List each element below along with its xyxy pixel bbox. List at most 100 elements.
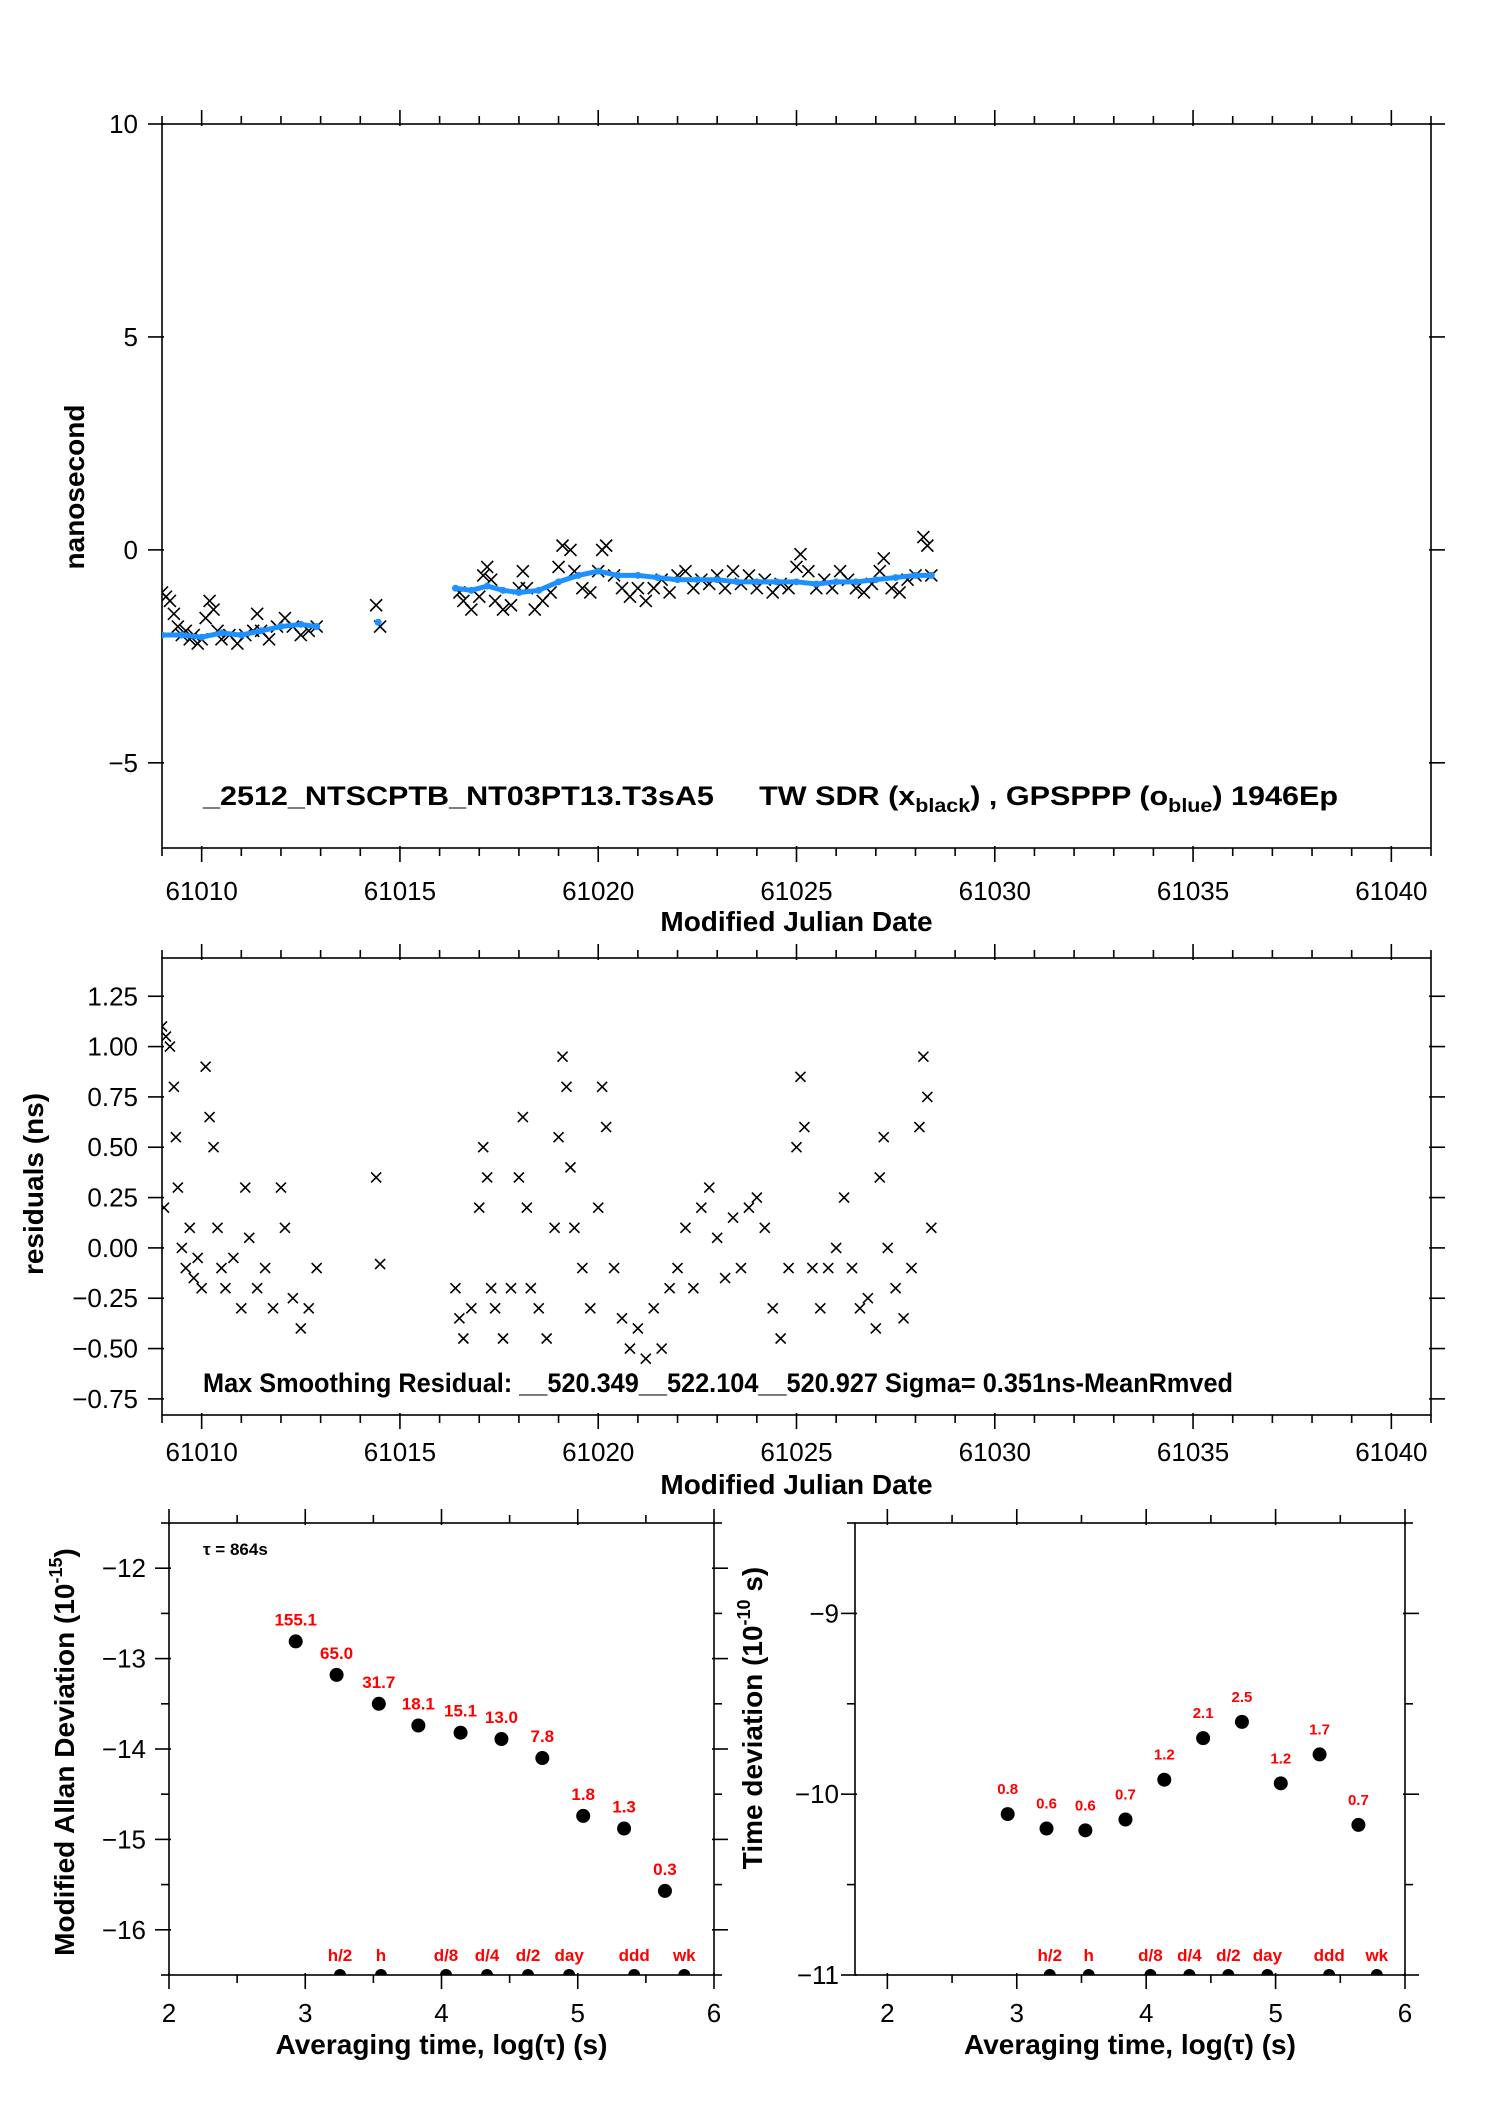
blue-point (793, 578, 800, 586)
time-marker-label: h (1084, 1946, 1094, 1965)
black-x-point (235, 1302, 247, 1314)
y-axis-label-exponent: -10 (734, 1599, 754, 1625)
y-tick-label: 10 (109, 109, 138, 139)
black-x-point (743, 1202, 755, 1214)
x-tick-label: 61030 (959, 1437, 1031, 1467)
black-x-point (640, 1353, 652, 1365)
data-point (1234, 1714, 1249, 1729)
y-tick-label: −5 (108, 748, 138, 778)
y-tick-label: −14 (102, 1734, 146, 1764)
x-tick-label: 61040 (1355, 1437, 1427, 1467)
black-x-point (552, 1131, 565, 1143)
y-axis-label: residuals (ns) (18, 1093, 49, 1275)
black-x-point (916, 530, 930, 544)
data-point (1039, 1821, 1054, 1836)
blue-point (872, 576, 880, 584)
time-marker-dot (1144, 1969, 1157, 1975)
time-marker-dot (1043, 1969, 1056, 1975)
y-tick-label: 0.00 (87, 1233, 138, 1263)
black-x-point (798, 1121, 810, 1133)
black-x-point (920, 539, 934, 553)
black-x-point (560, 1081, 573, 1093)
point-label: 1.7 (1309, 1721, 1330, 1738)
black-x-point (525, 1282, 537, 1294)
blue-point (162, 631, 166, 639)
blue-point (812, 580, 820, 588)
blue-point (499, 586, 507, 594)
black-x-point (551, 560, 566, 574)
black-x-point (882, 1242, 894, 1254)
black-x-point (890, 1282, 902, 1294)
x-axis-label: Averaging time, log(τ) (s) (276, 2029, 608, 2060)
x-tick-label: 2 (880, 1998, 894, 2028)
plot-caption: Max Smoothing Residual: __520.349__522.1… (203, 1368, 1233, 1398)
black-x-point (516, 564, 530, 578)
time-marker-label: d/8 (434, 1946, 459, 1965)
blue-point (515, 588, 523, 596)
time-marker-label: wk (1364, 1946, 1388, 1965)
time-marker-dot (439, 1969, 452, 1975)
blue-point (733, 578, 741, 586)
black-x-point (678, 564, 693, 578)
black-x-point (608, 1262, 620, 1274)
data-point (1351, 1817, 1366, 1832)
x-tick-label: 6 (707, 1998, 721, 2028)
black-x-point (262, 632, 276, 646)
black-x-point (726, 564, 740, 578)
black-x-point (196, 1282, 208, 1294)
time-marker-dot (628, 1969, 641, 1975)
plot-area (162, 1020, 937, 1365)
time-marker-dot (1323, 1969, 1336, 1975)
black-x-point (464, 602, 478, 617)
black-x-point (727, 1212, 739, 1224)
x-tick-label: 61020 (562, 876, 634, 906)
black-x-point (679, 1222, 692, 1234)
black-x-point (239, 1181, 251, 1194)
black-x-point (711, 1232, 723, 1244)
plot-frame (161, 123, 1432, 849)
point-label: 1.8 (571, 1785, 595, 1804)
blue-point (911, 571, 919, 579)
time-marker-label: d/4 (475, 1946, 500, 1965)
time-marker-dot (1082, 1969, 1095, 1975)
x-tick-label: 61035 (1157, 876, 1229, 906)
black-x-point (822, 1262, 834, 1274)
point-label: 2.1 (1193, 1705, 1214, 1722)
caption-text: ) 1946Ep (1212, 781, 1338, 811)
point-label: 1.2 (1270, 1750, 1291, 1767)
time-marker-label: d/8 (1138, 1946, 1163, 1965)
black-x-point (735, 1262, 747, 1274)
black-x-point (477, 1141, 489, 1153)
black-x-point (801, 564, 815, 578)
black-x-point (549, 1222, 561, 1234)
time-marker-label: ddd (619, 1946, 650, 1965)
black-x-point (172, 1181, 184, 1194)
black-x-point (171, 619, 185, 634)
y-tick-label: 0.50 (87, 1132, 138, 1162)
black-x-point (830, 1242, 842, 1254)
x-tick-label: 3 (1010, 1998, 1024, 2028)
black-x-point (854, 1302, 866, 1314)
black-x-point (227, 1252, 239, 1264)
blue-point (773, 578, 781, 586)
y-axis-label-text: Modified Allan Deviation (10 (49, 1584, 80, 1956)
black-x-point (162, 1030, 172, 1043)
black-x-point (873, 564, 887, 578)
black-x-point (656, 1342, 668, 1355)
blue-point (713, 576, 721, 584)
black-x-point (663, 585, 677, 600)
black-x-point (751, 1192, 763, 1204)
black-x-point (596, 1081, 608, 1093)
black-x-point (513, 1171, 525, 1184)
blue-point (574, 571, 582, 579)
black-x-point (893, 585, 907, 600)
data-point (411, 1718, 426, 1733)
x-tick-label: 5 (571, 1998, 585, 2028)
black-x-point (370, 1171, 382, 1184)
black-x-point (624, 1342, 636, 1355)
black-x-point (207, 1141, 220, 1153)
caption-text: TW SDR (x (759, 781, 915, 811)
data-point (535, 1751, 550, 1766)
data-point (657, 1883, 672, 1898)
